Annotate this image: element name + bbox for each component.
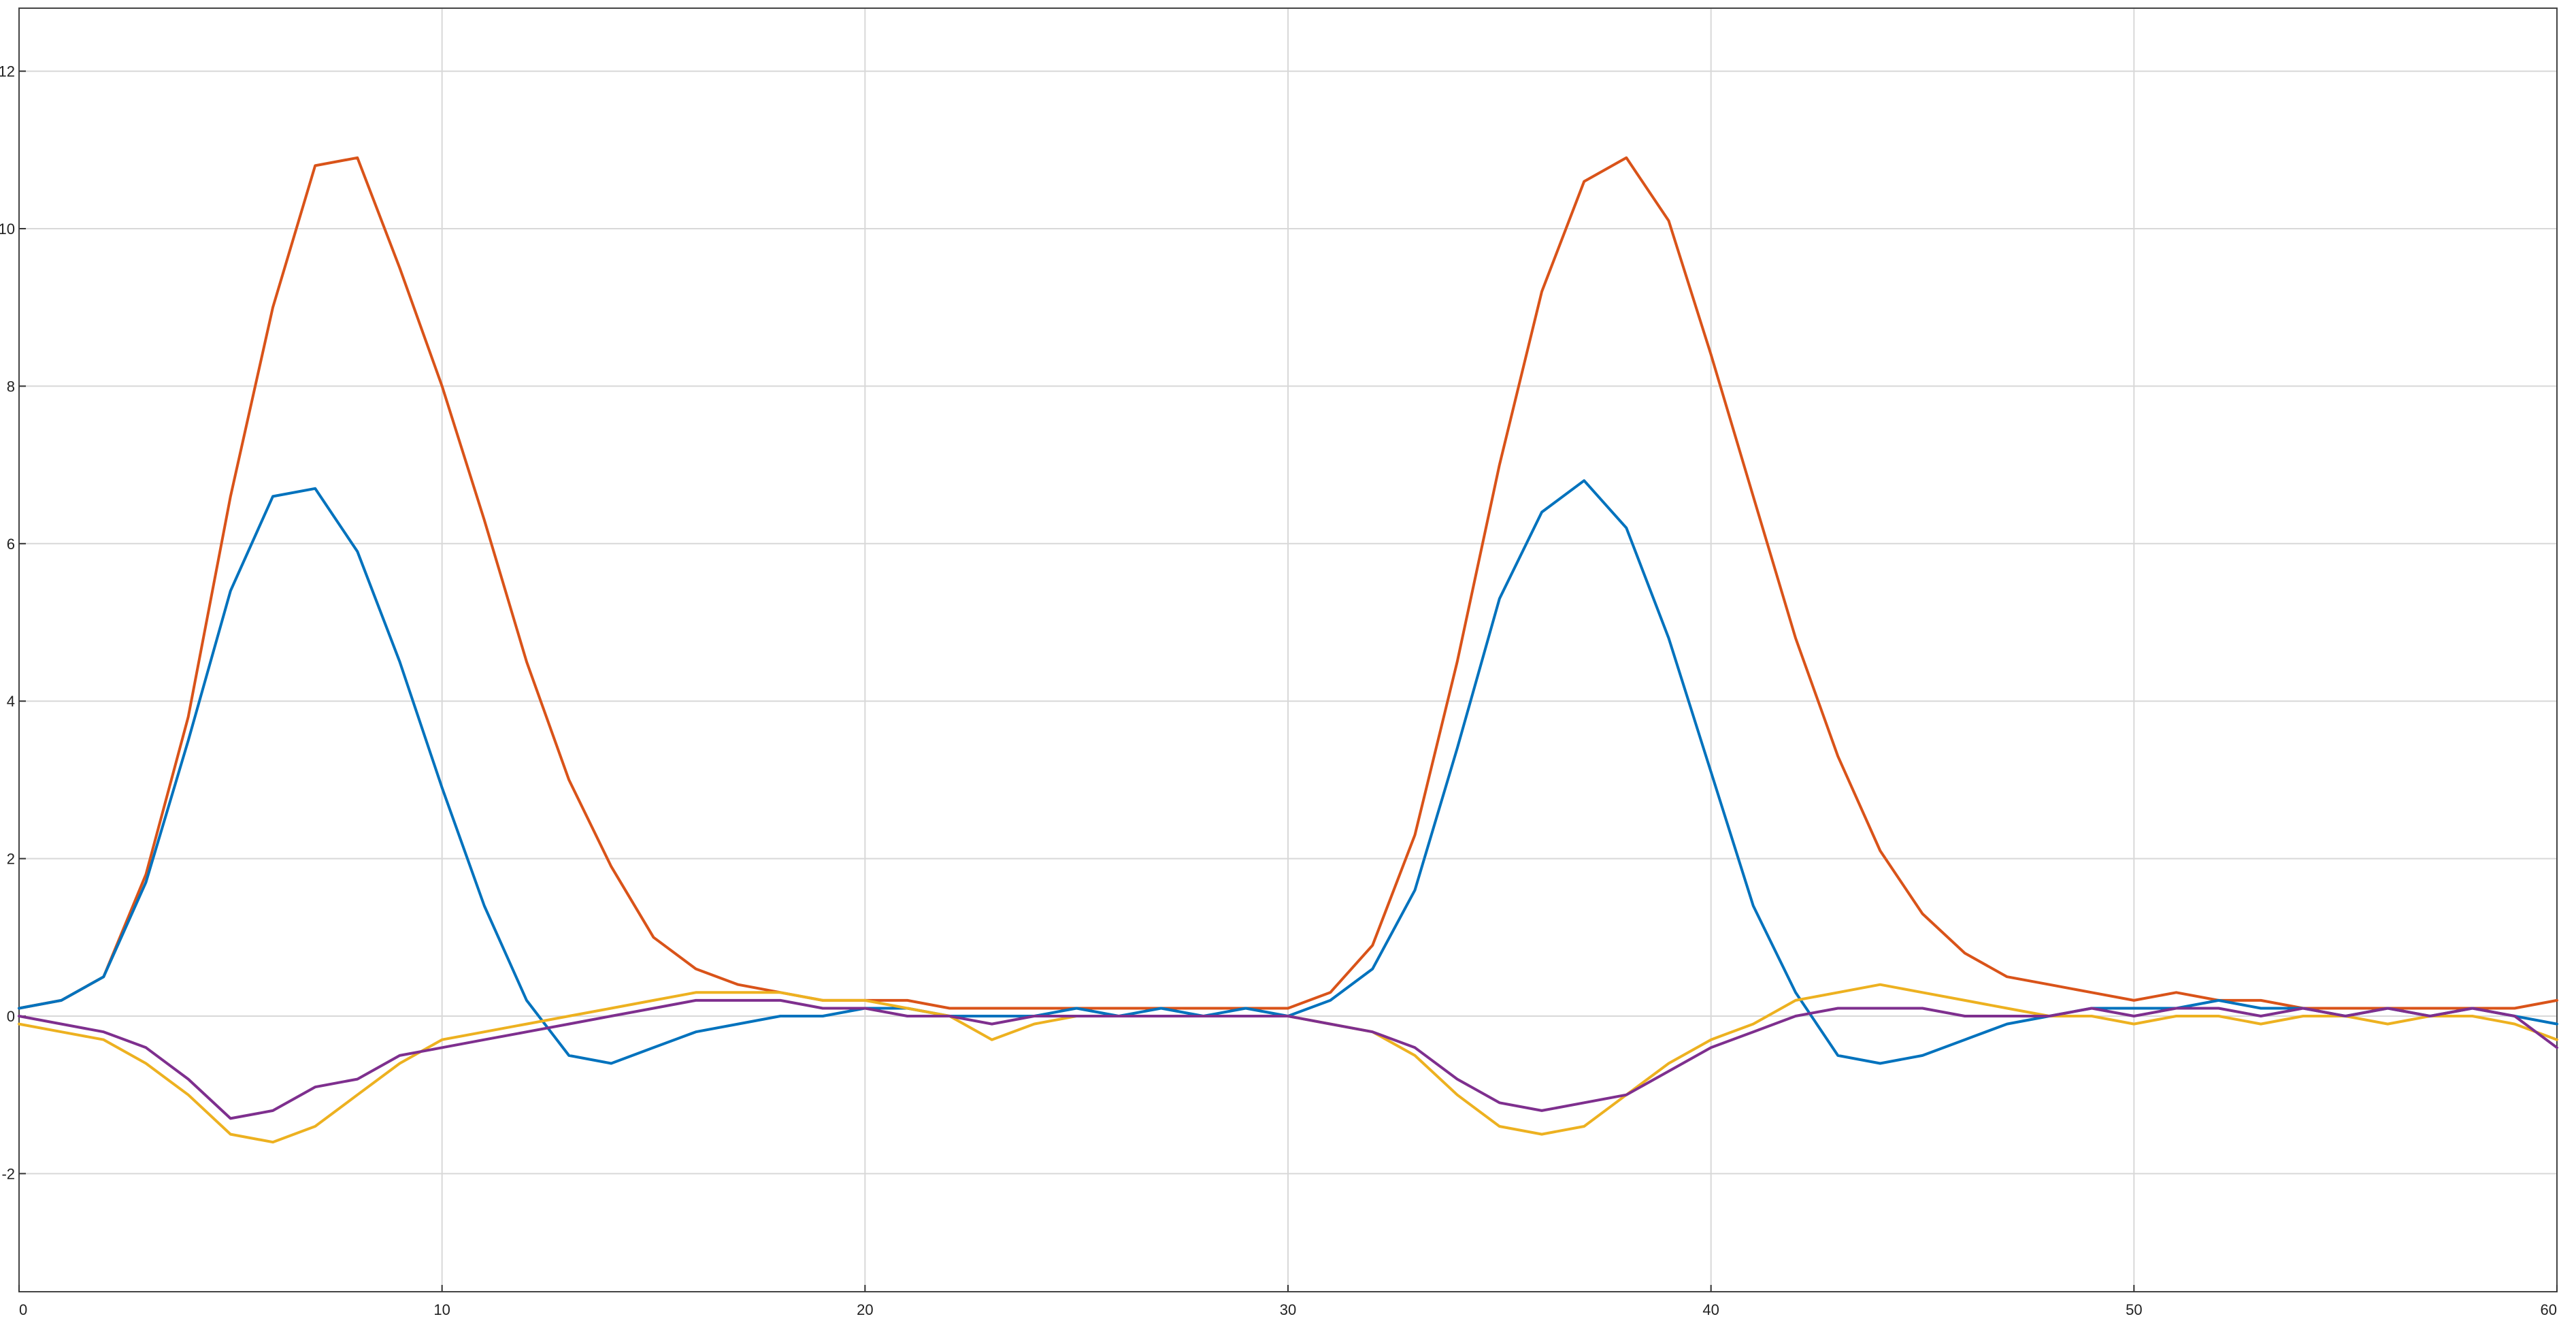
x-tick-label: 10 xyxy=(433,1301,450,1318)
grid-layer xyxy=(18,8,2558,1292)
x-tick-label: 0 xyxy=(19,1301,27,1318)
y-tick-label: 10 xyxy=(0,221,15,238)
series-layer xyxy=(18,156,2558,1144)
x-tick-label: 40 xyxy=(1702,1301,1719,1318)
x-tick-label: 20 xyxy=(857,1301,873,1318)
y-tick-label: 2 xyxy=(7,851,15,868)
y-tick-label: 12 xyxy=(0,63,15,80)
y-tick-label: 8 xyxy=(7,378,15,395)
x-tick-label: 60 xyxy=(2541,1301,2557,1318)
y-tick-label: 0 xyxy=(7,1008,15,1025)
axis-layer xyxy=(18,7,2558,1292)
series-line-1 xyxy=(18,156,2558,1010)
x-tick-label: 30 xyxy=(1280,1301,1296,1318)
series-line-4 xyxy=(18,998,2558,1120)
x-tick-label: 50 xyxy=(2126,1301,2142,1318)
y-tick-label: -2 xyxy=(1,1165,15,1182)
tick-label-layer: 0 10 20 30 40 50 60 -2 0 2 4 6 8 10 12 xyxy=(0,63,2557,1318)
y-tick-label: 4 xyxy=(7,693,15,710)
y-tick-label: 6 xyxy=(7,536,15,553)
